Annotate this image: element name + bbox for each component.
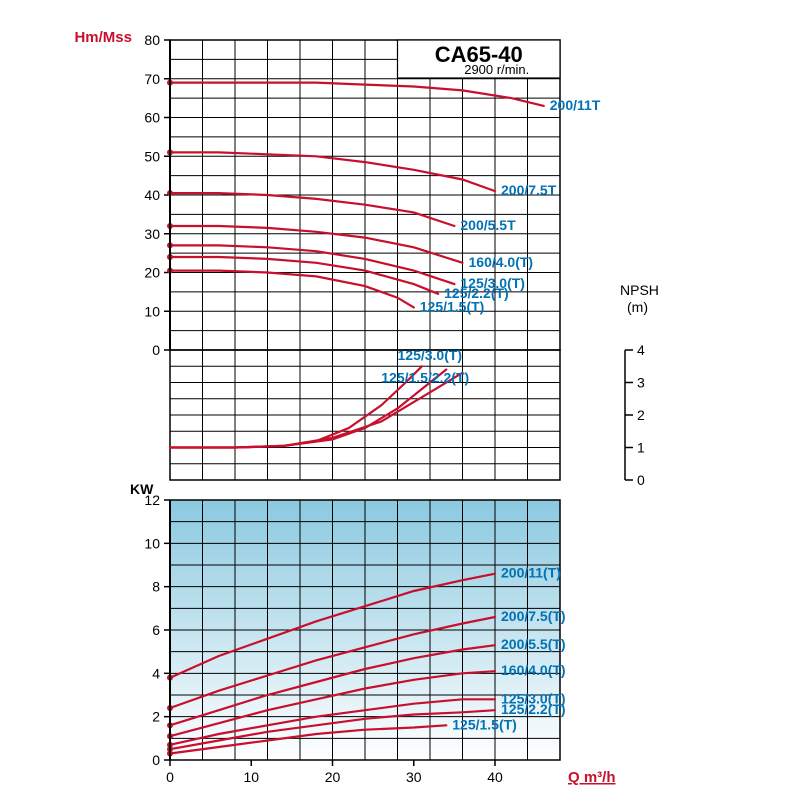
npsh-axis-label: NPSH [620,282,659,298]
curve-label: 125/1.5(T) [452,716,517,732]
x-tick: 40 [487,769,503,785]
x-tick: 0 [166,769,174,785]
curve-label: 200/5.5(T) [501,636,566,652]
curve-label: 200/7.5(T) [501,608,566,624]
y3-axis-label: KW [130,481,154,497]
y1-tick: 0 [152,342,160,358]
curve [170,245,454,284]
curve-label: 160/4.0(T) [469,254,534,270]
npsh-tick: 3 [637,375,645,391]
y1-axis-label: Hm/Mss [74,29,132,46]
y3-tick: 10 [144,535,160,551]
npsh-tick: 2 [637,407,645,423]
npsh-tick: 1 [637,440,645,456]
curve-label: 200/5.5T [460,217,516,233]
y3-tick: 4 [152,665,160,681]
curve-label: 200/11T [550,97,601,113]
npsh-tick: 0 [637,472,645,488]
curve [170,193,454,226]
x-tick: 10 [243,769,259,785]
curve-label: 125/1.5(T) [420,298,485,314]
y3-tick: 2 [152,709,160,725]
y1-tick: 20 [144,265,160,281]
x-axis-label: Q m³/h [568,769,616,786]
curve-label: 200/7.5T [501,182,557,198]
curve [170,271,414,308]
y1-tick: 10 [144,303,160,319]
curve-label: 200/11(T) [501,565,561,581]
y1-tick: 80 [144,32,160,48]
y3-tick: 8 [152,579,160,595]
y1-tick: 40 [144,187,160,203]
curve-label: 125/1.5/2.2(T) [381,370,469,386]
y1-tick: 50 [144,148,160,164]
y3-tick: 0 [152,752,160,768]
curve-label: 160/4.0(T) [501,662,566,678]
y1-tick: 70 [144,71,160,87]
npsh-tick: 4 [637,342,645,358]
x-tick: 20 [325,769,341,785]
curve [170,83,544,106]
x-tick: 30 [406,769,422,785]
y1-tick: 60 [144,110,160,126]
npsh-axis-unit: (m) [627,299,648,315]
y1-tick: 30 [144,226,160,242]
curve-label: 125/2.2(T) [501,701,566,717]
curve-label: 125/3.0(T) [398,347,463,363]
y3-tick: 6 [152,622,160,638]
pump-curve-chart: CA65-402900 r/min.01020304050607080Hm/Ms… [0,0,800,800]
chart-subtitle: 2900 r/min. [464,62,529,77]
